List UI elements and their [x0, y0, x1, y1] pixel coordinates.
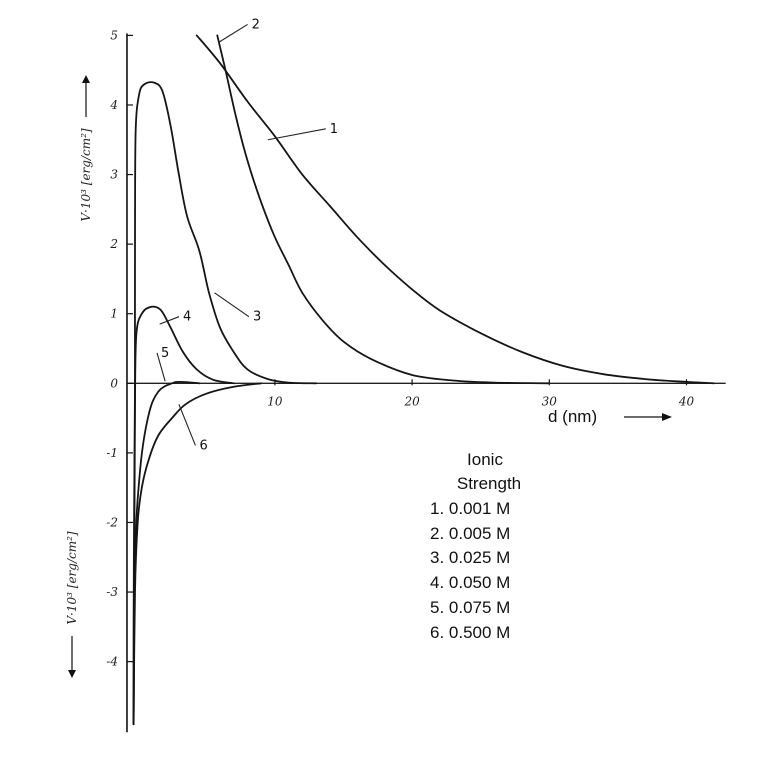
curve-4 — [132, 305, 235, 726]
y-tick-label: 5 — [110, 28, 118, 42]
curves — [132, 34, 715, 726]
y-tick-label: 4 — [109, 98, 118, 112]
y-tick-label: 0 — [110, 376, 118, 390]
legend-title-line-1: Ionic — [467, 450, 503, 469]
curve-label-4: 4 — [183, 310, 191, 325]
y-tick-label: -3 — [106, 585, 118, 599]
curve-label-leader-1 — [267, 128, 326, 141]
y-axis-arrow-down-head — [68, 670, 76, 678]
x-tick-label: 30 — [542, 394, 558, 408]
curve-label-6: 6 — [199, 438, 207, 453]
legend-entry-6: 6. 0.500 M — [430, 623, 510, 642]
curve-label-2: 2 — [252, 17, 260, 32]
legend-entry-5: 5. 0.075 M — [430, 598, 510, 617]
legend-title-line-2: Strength — [457, 474, 521, 493]
y-axis-title-lower-group: V·10³ [erg/cm²] — [65, 531, 79, 678]
legend-entry-3: 3. 0.025 M — [430, 548, 510, 567]
curve-1 — [195, 34, 715, 385]
y-axis-title-upper-group: V·10³ [erg/cm²] — [79, 75, 93, 222]
legend-entry-2: 2. 0.005 M — [430, 524, 510, 543]
x-ticks: 10 20 30 40 — [267, 379, 694, 408]
y-tick-label: -2 — [106, 515, 118, 529]
x-axis-arrow-head — [662, 413, 672, 421]
curve-label-leader-3 — [214, 292, 250, 318]
y-tick-label: 1 — [110, 307, 118, 321]
legend: Ionic Strength 1. 0.001 M 2. 0.005 M 3. … — [430, 450, 521, 642]
curve-label-leader-6 — [178, 403, 196, 446]
curve-label-1: 1 — [330, 122, 338, 137]
y-axis-arrow-up-head — [82, 75, 90, 83]
y-axis-title-lower: V·10³ [erg/cm²] — [65, 531, 79, 625]
x-tick-label: 40 — [678, 394, 695, 408]
curve-label-leader-2 — [218, 23, 248, 43]
curve-label-leader-4 — [159, 316, 180, 325]
y-axis-title-upper: V·10³ [erg/cm²] — [79, 128, 93, 222]
axes — [126, 33, 726, 733]
curve-label-3: 3 — [253, 310, 261, 325]
y-tick-label: 3 — [110, 168, 118, 182]
curve-labels: 1 2 3 4 5 6 — [156, 17, 338, 453]
y-tick-label: 2 — [109, 237, 118, 251]
curve-6 — [132, 382, 263, 726]
curve-3 — [132, 81, 317, 726]
curve-label-leader-5 — [156, 352, 166, 382]
curve-label-5: 5 — [161, 346, 169, 361]
x-axis-title: d (nm) — [548, 407, 597, 426]
y-ticks: 5 4 3 2 1 0 -1 -2 -3 -4 — [106, 28, 133, 669]
legend-entry-4: 4. 0.050 M — [430, 573, 510, 592]
x-tick-label: 10 — [267, 394, 283, 408]
x-tick-label: 20 — [403, 394, 420, 408]
legend-entry-1: 1. 0.001 M — [430, 499, 510, 518]
y-tick-label: -4 — [106, 655, 118, 669]
curve-5 — [132, 380, 201, 726]
curve-2 — [216, 34, 551, 385]
y-tick-label: -1 — [106, 446, 118, 460]
